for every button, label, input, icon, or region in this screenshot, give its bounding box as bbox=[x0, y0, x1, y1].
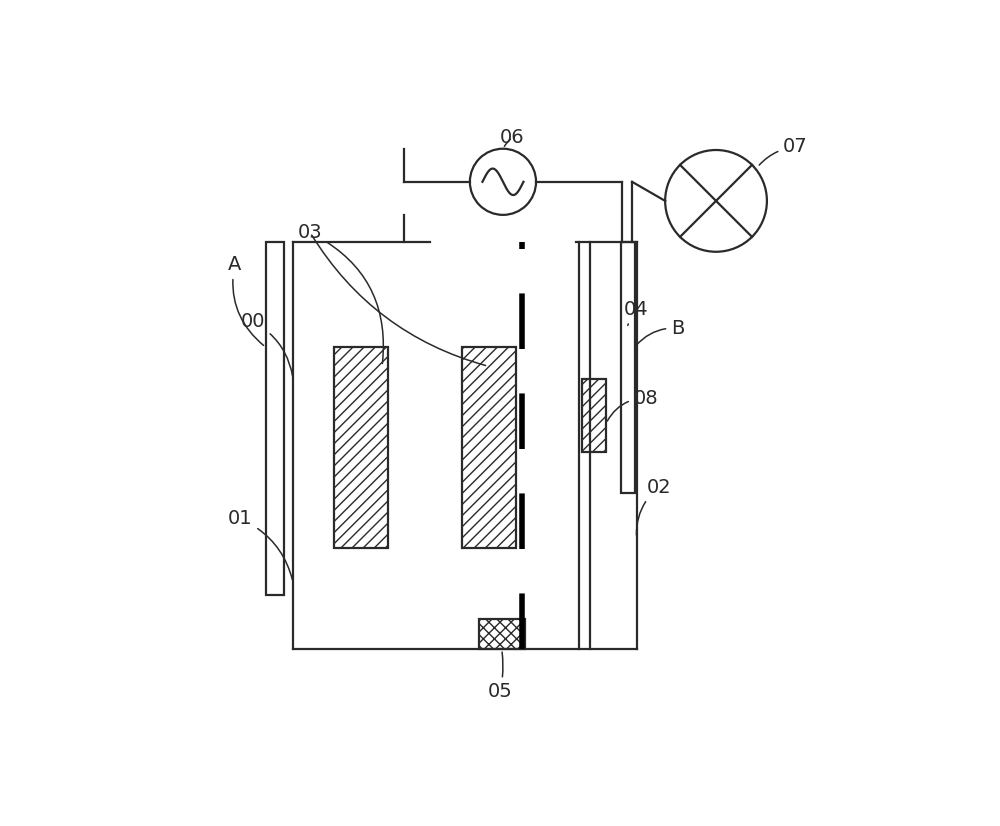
Bar bbox=[266, 242, 284, 596]
Bar bbox=[582, 379, 606, 452]
Bar bbox=[479, 619, 525, 649]
Text: 06: 06 bbox=[500, 128, 525, 147]
Bar bbox=[621, 242, 635, 493]
Bar bbox=[462, 347, 516, 548]
Text: 04: 04 bbox=[624, 300, 649, 325]
Text: 07: 07 bbox=[759, 137, 808, 165]
Bar bbox=[334, 347, 388, 548]
Text: 05: 05 bbox=[487, 652, 512, 701]
Text: 08: 08 bbox=[607, 388, 658, 421]
Text: 02: 02 bbox=[636, 477, 671, 535]
Text: 01: 01 bbox=[228, 510, 292, 580]
Text: 00: 00 bbox=[241, 312, 293, 376]
Text: 03: 03 bbox=[298, 223, 383, 363]
Text: B: B bbox=[636, 319, 685, 345]
Text: A: A bbox=[228, 255, 264, 345]
